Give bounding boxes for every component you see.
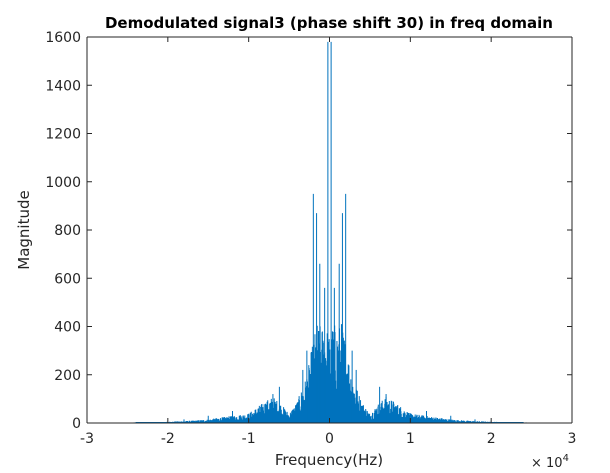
y-tick-label: 1200 [45,127,81,143]
x-axis-exponent-power: 4 [563,453,569,464]
y-tick-label: 600 [54,271,81,287]
x-tick-label: -3 [80,431,94,447]
x-tick-label: 2 [487,431,496,447]
y-axis-ticks: 0 200 400 600 800 1000 1200 1400 1600 [45,30,572,432]
y-tick-label: 800 [54,223,81,239]
y-axis-label: Magnitude [15,190,33,269]
y-tick-label: 200 [54,368,81,384]
y-tick-label: 1000 [45,175,81,191]
x-axis-ticks: -3 -2 -1 0 1 2 3 [80,37,576,447]
x-axis-label: Frequency(Hz) [275,451,383,469]
x-tick-label: 3 [568,431,577,447]
y-tick-label: 1400 [45,78,81,94]
x-tick-label: -1 [242,431,256,447]
y-tick-label: 400 [54,320,81,336]
x-axis-exponent-base: × 10 [531,456,563,471]
y-tick-label: 1600 [45,30,81,46]
x-tick-label: -2 [161,431,175,447]
y-tick-label: 0 [72,416,81,432]
x-axis-exponent: × 104 [531,453,569,471]
x-tick-label: 1 [406,431,415,447]
chart-title: Demodulated signal3 (phase shift 30) in … [105,14,553,32]
x-tick-label: 0 [325,431,334,447]
